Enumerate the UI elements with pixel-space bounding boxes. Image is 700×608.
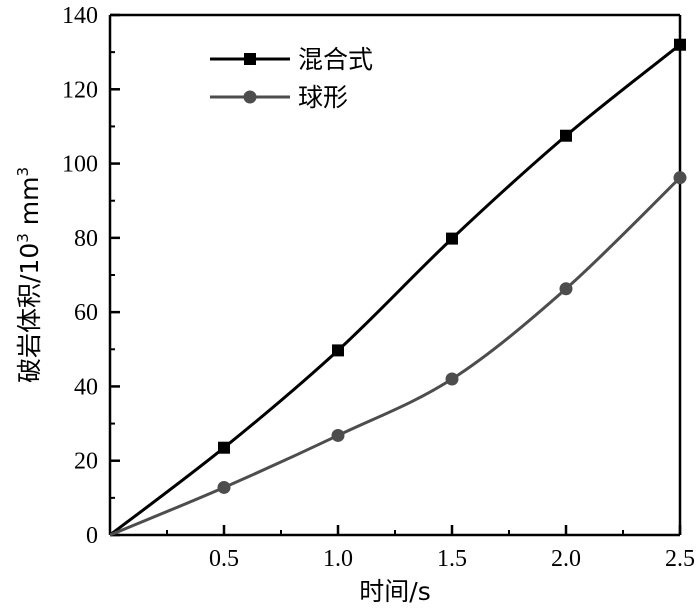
data-point-square [218, 441, 230, 454]
y-axis-title-main: 破岩体积/10 [15, 243, 44, 383]
y-tick-label: 60 [74, 300, 98, 326]
data-point-square [332, 344, 344, 357]
data-point-square [446, 232, 458, 245]
y-axis-title-unit: mm [15, 177, 44, 234]
data-point-square [674, 38, 686, 51]
x-tick-label: 2.5 [665, 546, 695, 572]
legend-label-hybrid: 混合式 [298, 45, 373, 74]
series-lines [109, 43, 682, 537]
x-tick-label: 1.0 [323, 546, 353, 572]
y-tick-label: 140 [62, 3, 98, 29]
y-axis-title-exponent: 3 [14, 233, 32, 243]
ticks [110, 13, 682, 537]
y-tick-label: 40 [74, 374, 98, 400]
legend-marker-square [244, 53, 256, 65]
y-tick-label: 0 [86, 523, 98, 549]
legend: 混合式 球形 [210, 45, 373, 112]
x-tick-label: 2.0 [551, 546, 581, 572]
axes [108, 13, 682, 537]
x-axis-title: 时间/s [359, 577, 430, 606]
legend-item-hybrid: 混合式 [210, 45, 373, 74]
y-tick-label: 80 [74, 226, 98, 252]
tick-labels: 0.5 1.0 1.5 2.0 2.5 0 20 40 60 80 100 120 140 [62, 3, 695, 572]
legend-item-sphere: 球形 [210, 83, 348, 112]
y-tick-label: 120 [62, 77, 98, 103]
series-line-1 [109, 176, 682, 537]
x-tick-label: 0.5 [209, 546, 239, 572]
y-tick-label: 20 [74, 449, 98, 475]
series-markers [217, 38, 687, 494]
data-point-circle [331, 428, 345, 442]
y-axis-title: 破岩体积/103 mm3 [14, 167, 44, 383]
y-tick-label: 100 [62, 152, 98, 178]
data-point-square [560, 129, 572, 142]
data-point-circle [559, 282, 573, 296]
legend-marker-circle [243, 90, 257, 104]
series-line-0 [109, 43, 681, 537]
y-axis-title-unit-exponent: 3 [14, 167, 32, 177]
data-point-circle [445, 372, 459, 386]
data-point-circle [217, 480, 231, 494]
legend-label-sphere: 球形 [298, 83, 348, 112]
x-tick-label: 1.5 [437, 546, 467, 572]
data-point-circle [673, 171, 687, 185]
